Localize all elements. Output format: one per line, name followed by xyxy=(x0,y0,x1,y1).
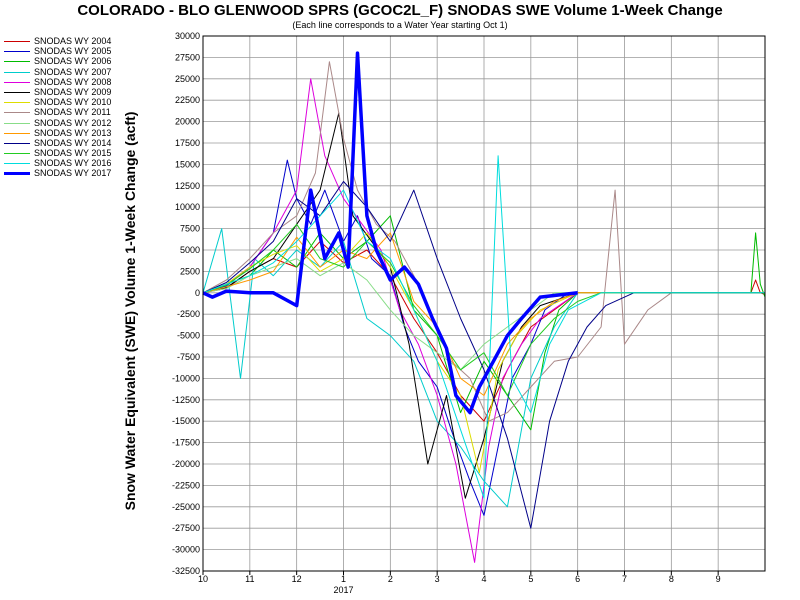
plot-border xyxy=(202,35,766,572)
legend-label: SNODAS WY 2006 xyxy=(34,56,112,67)
chart-legend: SNODAS WY 2004 SNODAS WY 2005 SNODAS WY 20… xyxy=(4,36,134,179)
legend-item: SNODAS WY 2015 xyxy=(4,148,134,158)
y-tick-label: -2500 xyxy=(177,309,200,319)
y-tick-label: 0 xyxy=(195,288,200,298)
y-tick-label: 15000 xyxy=(175,159,200,169)
x-tick-label: 6 xyxy=(575,574,580,584)
legend-item: SNODAS WY 2012 xyxy=(4,118,134,128)
legend-item: SNODAS WY 2008 xyxy=(4,77,134,87)
legend-swatch xyxy=(4,153,30,155)
y-tick-label: 25000 xyxy=(175,74,200,84)
legend-item: SNODAS WY 2016 xyxy=(4,158,134,168)
legend-swatch xyxy=(4,163,30,165)
y-tick-label: 2500 xyxy=(180,266,200,276)
x-tick-label: 11 xyxy=(245,574,254,584)
x-year-label: 2017 xyxy=(333,585,353,595)
y-tick-label: -7500 xyxy=(177,352,200,362)
legend-item: SNODAS WY 2009 xyxy=(4,87,134,97)
legend-item: SNODAS WY 2005 xyxy=(4,46,134,56)
y-tick-label: 10000 xyxy=(175,202,200,212)
y-tick-label: -22500 xyxy=(172,480,200,490)
y-tick-label: -30000 xyxy=(172,545,200,555)
legend-label: SNODAS WY 2004 xyxy=(34,36,112,46)
x-tick-label: 8 xyxy=(669,574,674,584)
legend-item: SNODAS WY 2010 xyxy=(4,97,134,107)
legend-item: SNODAS WY 2011 xyxy=(4,107,134,117)
y-tick-label: 7500 xyxy=(180,224,200,234)
chart-subtitle: (Each line corresponds to a Water Year s… xyxy=(292,20,508,30)
chart-title: COLORADO - BLO GLENWOOD SPRS (GCOC2L_F) … xyxy=(77,2,723,19)
y-tick-label: -15000 xyxy=(172,416,200,426)
series-line-snodas-wy-2015 xyxy=(202,223,765,396)
legend-label: SNODAS WY 2015 xyxy=(34,148,112,159)
y-tick-label: 30000 xyxy=(175,31,200,41)
legend-swatch xyxy=(4,142,30,144)
x-tick-label: 1 xyxy=(341,574,346,584)
legend-label: SNODAS WY 2011 xyxy=(34,107,111,118)
legend-swatch xyxy=(4,102,30,104)
y-tick-label: 17500 xyxy=(175,138,200,148)
legend-label: SNODAS WY 2016 xyxy=(34,158,112,169)
y-tick-label: -5000 xyxy=(177,331,200,341)
y-tick-label: 5000 xyxy=(180,245,200,255)
x-tick-label: 7 xyxy=(622,574,627,584)
legend-swatch xyxy=(4,61,30,63)
legend-swatch xyxy=(4,122,30,124)
legend-item: SNODAS WY 2007 xyxy=(4,67,134,77)
legend-item: SNODAS WY 2006 xyxy=(4,56,134,66)
legend-label: SNODAS WY 2007 xyxy=(34,66,112,77)
x-tick-label: 9 xyxy=(716,574,721,584)
y-tick-label: 20000 xyxy=(175,117,200,127)
y-tick-label: -25000 xyxy=(172,502,200,512)
series-line-snodas-wy-2014 xyxy=(202,181,765,529)
y-tick-label: -20000 xyxy=(172,459,200,469)
legend-label: SNODAS WY 2010 xyxy=(34,97,112,108)
legend-swatch xyxy=(4,172,30,176)
x-tick-label: 10 xyxy=(198,574,208,584)
legend-item: SNODAS WY 2014 xyxy=(4,138,134,148)
legend-label: SNODAS WY 2014 xyxy=(34,137,112,148)
y-tick-label: 27500 xyxy=(175,52,200,62)
legend-label: SNODAS WY 2005 xyxy=(34,46,112,57)
legend-swatch xyxy=(4,112,30,114)
legend-swatch xyxy=(4,51,30,53)
legend-item: SNODAS WY 2004 xyxy=(4,36,134,46)
y-tick-label: 22500 xyxy=(175,95,200,105)
y-tick-label: -27500 xyxy=(172,523,200,533)
legend-swatch xyxy=(4,132,30,134)
series-line-snodas-wy-2016 xyxy=(202,155,765,499)
x-tick-label: 2 xyxy=(388,574,393,584)
x-tick-label: 5 xyxy=(528,574,533,584)
series-line-snodas-wy-2017 xyxy=(202,51,578,415)
y-tick-label: -32500 xyxy=(172,566,200,576)
legend-item: SNODAS WY 2017 xyxy=(4,168,134,178)
series-line-snodas-wy-2012 xyxy=(202,258,765,371)
series-line-snodas-wy-2008 xyxy=(202,78,765,563)
x-tick-label: 3 xyxy=(435,574,440,584)
legend-label: SNODAS WY 2017 xyxy=(34,168,112,179)
legend-item: SNODAS WY 2013 xyxy=(4,128,134,138)
x-tick-label: 12 xyxy=(292,574,302,584)
legend-swatch xyxy=(4,81,30,83)
legend-label: SNODAS WY 2008 xyxy=(34,76,112,87)
y-tick-label: 12500 xyxy=(175,181,200,191)
legend-label: SNODAS WY 2013 xyxy=(34,127,112,138)
legend-swatch xyxy=(4,91,30,93)
series-line-snodas-wy-2010 xyxy=(202,232,765,474)
y-tick-label: -12500 xyxy=(172,395,200,405)
legend-swatch xyxy=(4,41,30,42)
legend-swatch xyxy=(4,71,30,73)
x-tick-label: 4 xyxy=(481,574,486,584)
y-tick-label: -17500 xyxy=(172,438,200,448)
legend-label: SNODAS WY 2009 xyxy=(34,86,112,97)
y-tick-label: -10000 xyxy=(172,373,200,383)
legend-label: SNODAS WY 2012 xyxy=(34,117,112,128)
